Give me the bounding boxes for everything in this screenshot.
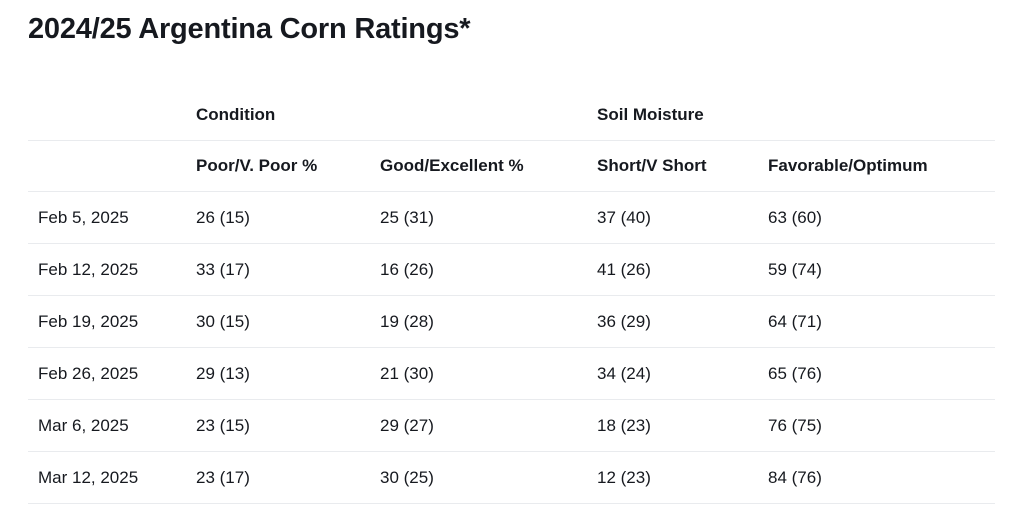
table-row: Feb 19, 2025 30 (15) 19 (28) 36 (29) 64 … [28,295,996,349]
date-cell: Feb 26, 2025 [28,347,196,401]
table-body: Feb 5, 2025 26 (15) 25 (31) 37 (40) 63 (… [28,191,996,505]
favorable-optimum-cell: 84 (76) [768,451,996,505]
short-vshort-cell: 12 (23) [597,451,768,505]
column-header-good-excellent: Good/Excellent % [380,140,597,193]
good-excellent-cell: 21 (30) [380,347,597,401]
good-excellent-cell: 29 (27) [380,399,597,453]
date-cell: Mar 6, 2025 [28,399,196,453]
group-header-soil-moisture: Soil Moisture [597,89,996,142]
short-vshort-cell: 36 (29) [597,295,768,349]
favorable-optimum-cell: 76 (75) [768,399,996,453]
poor-vpoor-cell: 33 (17) [196,243,380,297]
poor-vpoor-cell: 30 (15) [196,295,380,349]
table-row: Feb 5, 2025 26 (15) 25 (31) 37 (40) 63 (… [28,191,996,245]
date-cell: Feb 5, 2025 [28,191,196,245]
group-header-spacer [28,89,196,142]
table-row: Feb 12, 2025 33 (17) 16 (26) 41 (26) 59 … [28,243,996,297]
page-title: 2024/25 Argentina Corn Ratings* [28,13,471,45]
column-header-short-vshort: Short/V Short [597,140,768,193]
good-excellent-cell: 19 (28) [380,295,597,349]
table-row: Mar 6, 2025 23 (15) 29 (27) 18 (23) 76 (… [28,399,996,453]
good-excellent-cell: 25 (31) [380,191,597,245]
short-vshort-cell: 37 (40) [597,191,768,245]
favorable-optimum-cell: 64 (71) [768,295,996,349]
poor-vpoor-cell: 26 (15) [196,191,380,245]
poor-vpoor-cell: 29 (13) [196,347,380,401]
good-excellent-cell: 16 (26) [380,243,597,297]
favorable-optimum-cell: 59 (74) [768,243,996,297]
column-header-row: Poor/V. Poor % Good/Excellent % Short/V … [28,140,996,193]
table-row: Mar 12, 2025 23 (17) 30 (25) 12 (23) 84 … [28,451,996,505]
group-header-row: Condition Soil Moisture [28,89,996,142]
corn-ratings-table: Condition Soil Moisture Poor/V. Poor % G… [28,89,996,505]
date-cell: Feb 12, 2025 [28,243,196,297]
date-cell: Feb 19, 2025 [28,295,196,349]
poor-vpoor-cell: 23 (17) [196,451,380,505]
good-excellent-cell: 30 (25) [380,451,597,505]
column-header-poor-vpoor: Poor/V. Poor % [196,140,380,193]
poor-vpoor-cell: 23 (15) [196,399,380,453]
column-header-favorable-optimum: Favorable/Optimum [768,140,996,193]
favorable-optimum-cell: 65 (76) [768,347,996,401]
short-vshort-cell: 34 (24) [597,347,768,401]
short-vshort-cell: 18 (23) [597,399,768,453]
date-cell: Mar 12, 2025 [28,451,196,505]
column-header-date [28,140,196,193]
table-header: Condition Soil Moisture Poor/V. Poor % G… [28,89,996,193]
short-vshort-cell: 41 (26) [597,243,768,297]
group-header-condition: Condition [196,89,597,142]
table-row: Feb 26, 2025 29 (13) 21 (30) 34 (24) 65 … [28,347,996,401]
favorable-optimum-cell: 63 (60) [768,191,996,245]
